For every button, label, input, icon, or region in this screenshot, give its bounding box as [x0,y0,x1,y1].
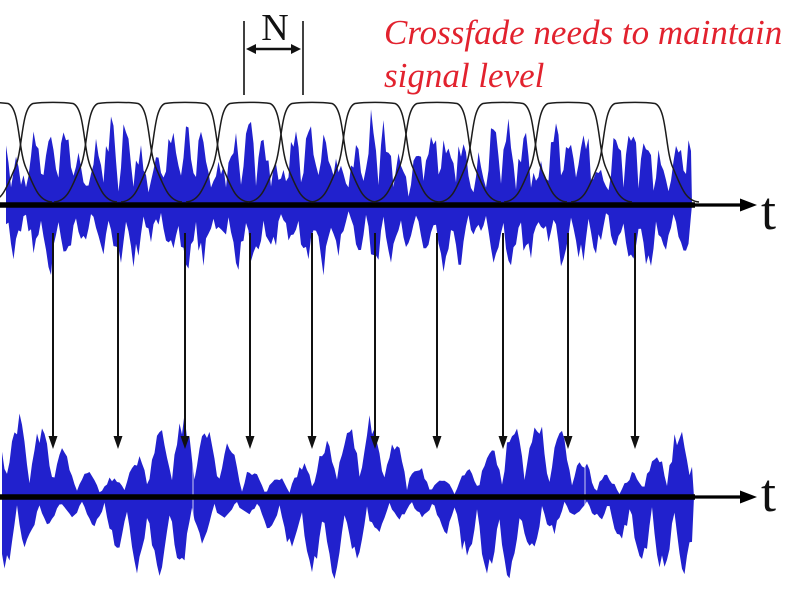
frame-seams [192,450,586,575]
mapping-arrows [48,233,640,449]
top-time-axis [0,198,757,212]
bottom-time-axis [0,490,757,504]
window-envelopes [0,101,700,203]
caption-line1: Crossfade needs to maintain [384,13,783,52]
window-length-marker [243,21,304,95]
top-axis-label: t [761,181,776,241]
caption-crossfade-note: Crossfade needs to maintain signal level [384,11,782,97]
top-waveform [6,109,692,276]
caption-line2: signal level [384,56,545,95]
window-length-label: N [261,7,288,49]
bottom-axis-label: t [761,463,776,523]
